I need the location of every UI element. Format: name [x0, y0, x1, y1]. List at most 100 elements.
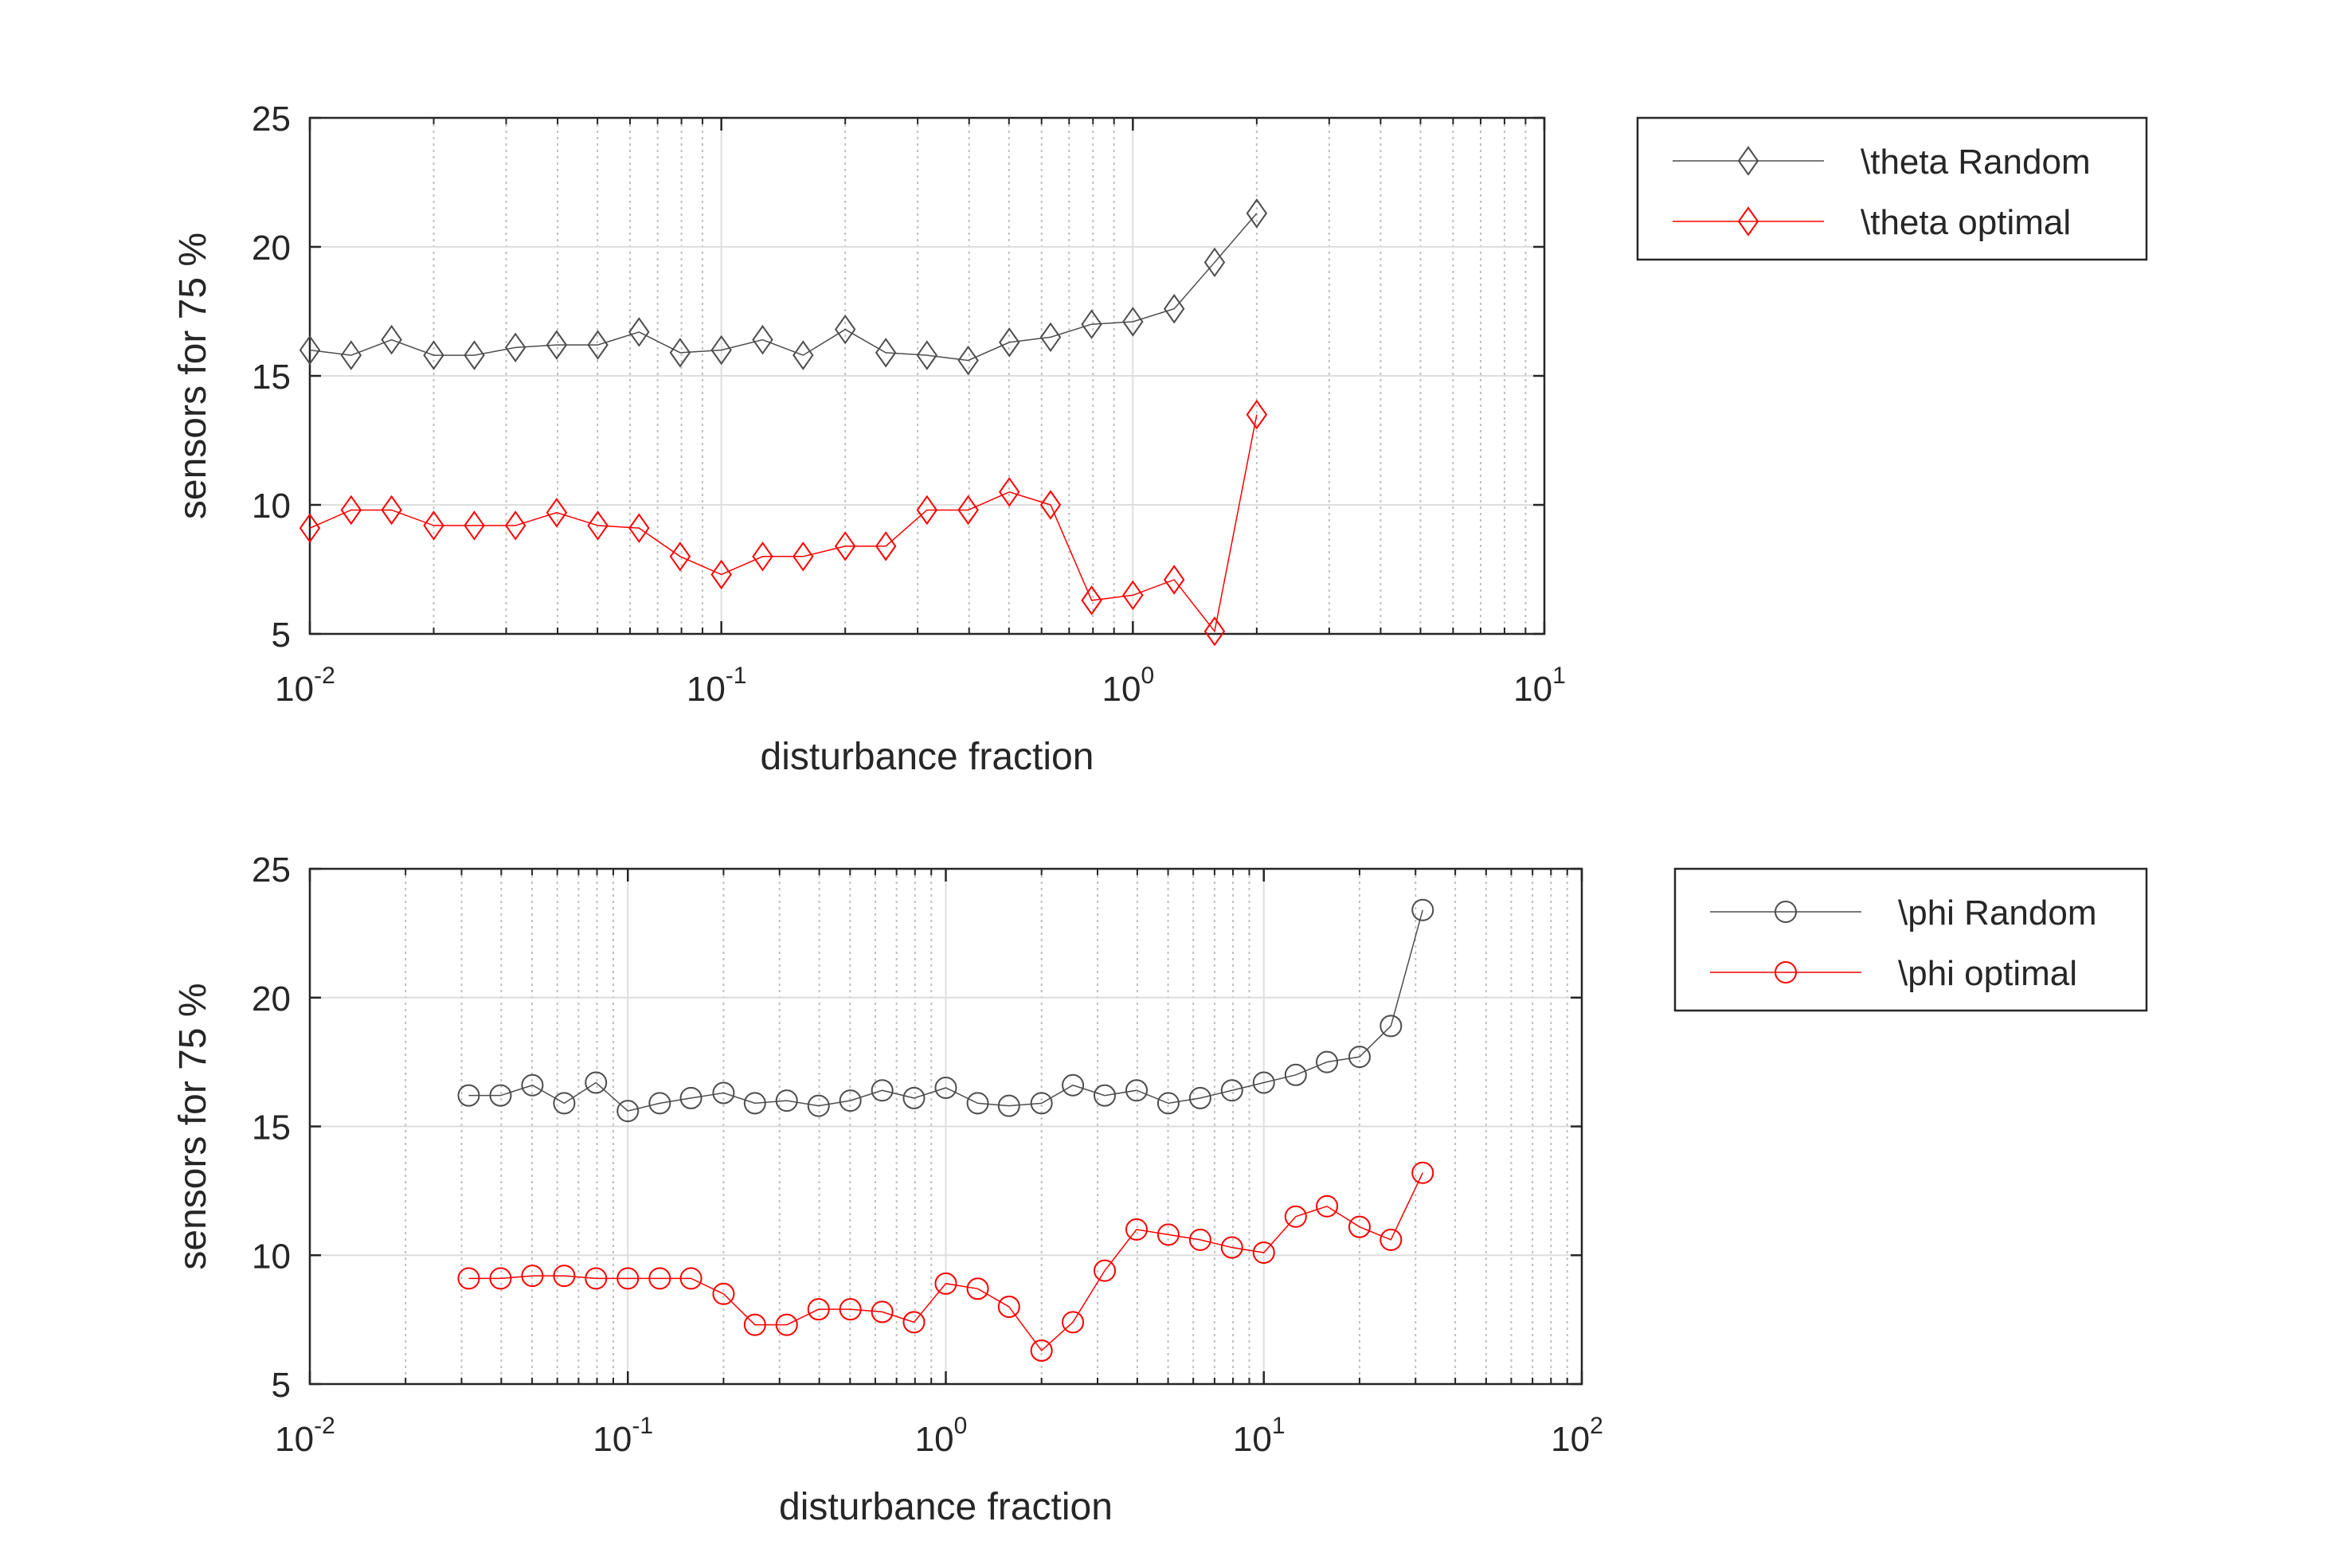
data-point: [710, 559, 732, 590]
data-point: [521, 1073, 544, 1097]
data-point: [1316, 1195, 1339, 1218]
data-point: [712, 1081, 735, 1105]
legend-marker: [1737, 206, 1759, 237]
data-point: [679, 1086, 702, 1109]
data-point: [752, 324, 773, 355]
data-point: [775, 1089, 798, 1112]
data-point: [807, 1298, 830, 1321]
data-point: [792, 340, 814, 370]
data-point: [679, 1267, 702, 1290]
data-point: [934, 1076, 957, 1099]
theta-chart: 5 10 15 20 25 10-2 10-1 100 101 disturbance fract…: [172, 100, 2148, 778]
x-tick-label: 102: [1551, 1413, 1603, 1459]
x-tick-label: 101: [1233, 1413, 1286, 1459]
data-point: [504, 332, 526, 363]
data-point: [546, 497, 568, 528]
data-point: [1284, 1063, 1307, 1086]
data-point: [875, 531, 897, 561]
data-point: [1411, 1161, 1434, 1184]
x-tick-label: 10-1: [687, 663, 747, 709]
data-point: [916, 340, 938, 370]
data-point: [1203, 616, 1226, 647]
data-point: [1030, 1339, 1053, 1362]
data-point: [1203, 247, 1226, 278]
data-point: [1094, 1259, 1117, 1282]
data-point: [1125, 1079, 1149, 1102]
data-point: [1163, 294, 1185, 324]
data-point: [966, 1092, 989, 1115]
series-line: [309, 414, 1258, 633]
x-tick-label: 10-2: [275, 1413, 335, 1459]
data-point: [648, 1267, 671, 1290]
data-point: [712, 1282, 735, 1305]
data-point: [628, 513, 650, 543]
series-1: [299, 399, 1268, 647]
data-point: [710, 334, 732, 366]
data-point: [1220, 1236, 1243, 1259]
series-line: [309, 213, 1258, 362]
data-point: [669, 338, 691, 368]
data-point: [457, 1084, 480, 1107]
data-point: [457, 1267, 480, 1290]
y-tick-label: 25: [252, 850, 291, 890]
y-tick-label: 15: [252, 1109, 291, 1148]
data-point: [957, 495, 979, 526]
legend-marker: [1737, 146, 1759, 176]
data-point: [997, 1094, 1020, 1117]
data-point: [834, 314, 856, 345]
data-point: [669, 542, 691, 572]
x-axis-label: disturbance fraction: [761, 736, 1094, 778]
series-0: [299, 198, 1268, 376]
data-point: [792, 542, 814, 572]
legend: \phi Random \phi optimal: [1673, 867, 2148, 1012]
legend-label: \theta Random: [1861, 143, 2091, 182]
data-point: [999, 477, 1020, 507]
data-point: [1039, 490, 1062, 520]
data-point: [916, 495, 938, 526]
data-point: [423, 340, 444, 370]
data-point: [1039, 322, 1062, 353]
data-point: [299, 334, 321, 366]
data-point: [839, 1298, 862, 1321]
data-point: [871, 1079, 894, 1102]
y-tick-label: 5: [272, 1366, 291, 1405]
data-point: [875, 338, 897, 368]
y-tick-label: 20: [252, 229, 291, 268]
data-point: [587, 330, 609, 360]
data-point: [1062, 1311, 1085, 1334]
data-point: [743, 1092, 766, 1115]
data-point: [1220, 1079, 1243, 1102]
data-point: [1380, 1228, 1403, 1251]
data-point: [934, 1272, 957, 1295]
data-point: [834, 531, 856, 561]
data-point: [464, 510, 485, 541]
data-point: [628, 317, 650, 347]
data-point: [902, 1311, 926, 1334]
data-point: [521, 1265, 544, 1288]
y-tick-label: 5: [272, 616, 291, 655]
data-point: [1122, 580, 1144, 611]
data-point: [299, 513, 321, 543]
data-point: [871, 1300, 894, 1324]
data-point: [340, 340, 362, 370]
data-point: [587, 510, 609, 541]
data-point: [1188, 1086, 1211, 1109]
data-point: [464, 340, 485, 370]
data-point: [489, 1267, 512, 1290]
data-point: [340, 495, 362, 526]
y-tick-label: 20: [252, 980, 291, 1019]
legend-label: \phi optimal: [1898, 954, 2077, 993]
y-tick-label: 15: [252, 358, 291, 397]
series-line: [468, 909, 1423, 1112]
data-point: [957, 345, 979, 376]
data-point: [1030, 1092, 1053, 1115]
data-point: [1125, 1218, 1149, 1241]
data-point: [839, 1089, 862, 1112]
legend-label: \theta optimal: [1861, 203, 2071, 242]
x-tick-label: 100: [915, 1413, 968, 1459]
data-point: [999, 327, 1020, 358]
y-axis-label: sensors for 75 %: [172, 983, 214, 1269]
y-tick-label: 25: [252, 100, 291, 139]
data-point: [1081, 585, 1102, 616]
